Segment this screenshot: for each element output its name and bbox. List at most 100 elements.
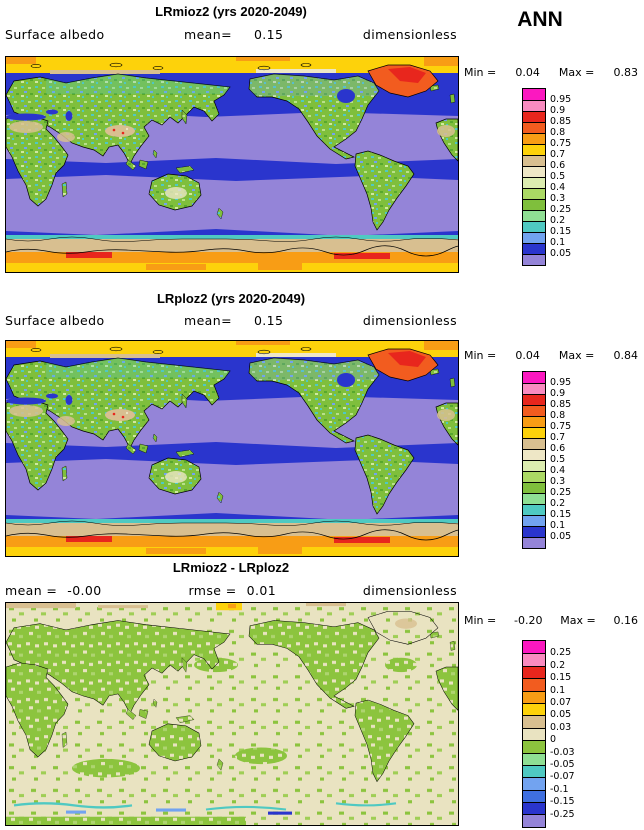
colorbar-tick-label: 0.15 <box>550 226 572 237</box>
panel3-map-canvas <box>6 603 458 825</box>
colorbar-tick-label: 0.1 <box>550 520 566 531</box>
panel1-min-label: Min = <box>464 66 497 79</box>
panel1-max-label: Max = <box>558 66 595 79</box>
colorbar-tick-label: 0.85 <box>550 116 572 127</box>
colorbar-cell <box>523 122 545 133</box>
panel3-colorbar: 0.25 0.2 0.15 0.1 0.07 0.05 0.03 0 -0.03 -0.05 -0.… <box>522 640 575 828</box>
colorbar-tick-label: 0.2 <box>550 659 566 671</box>
panel1-title: LRmioz2 (yrs 2020-2049) <box>155 4 307 19</box>
colorbar-tick-label: 0.95 <box>550 377 572 388</box>
colorbar-cell <box>523 394 545 405</box>
panel1-mean-label: mean= <box>184 27 232 42</box>
colorbar-cell <box>523 449 545 460</box>
colorbar-cell <box>523 526 545 537</box>
colorbar-cell <box>523 383 545 394</box>
panel3-max-value: 0.16 <box>613 614 638 627</box>
colorbar-tick-label: 0.3 <box>550 193 566 204</box>
colorbar-cell <box>523 678 545 691</box>
colorbar-tick-label: -0.15 <box>550 796 575 808</box>
colorbar-cell <box>523 210 545 221</box>
panel2-minmax: Min = 0.04 Max = 0.84 <box>464 349 638 362</box>
panel3-rmse-stat: rmse = 0.01 <box>188 583 276 598</box>
colorbar-cell <box>523 177 545 188</box>
colorbar-cell <box>523 111 545 122</box>
panel1-min-value: 0.04 <box>515 66 540 79</box>
colorbar-cell <box>523 802 545 815</box>
colorbar-tick-label: -0.07 <box>550 771 575 783</box>
season-label: ANN <box>517 8 563 31</box>
colorbar-tick-label: 0.1 <box>550 237 566 248</box>
panel2-mean-stat: mean= 0.15 <box>184 313 283 328</box>
colorbar-cell <box>523 471 545 482</box>
colorbar-cell <box>523 752 545 765</box>
colorbar-tick-label: 0.9 <box>550 105 566 116</box>
colorbar-cell <box>523 482 545 493</box>
panel2-colorbar: 0.95 0.9 0.85 0.8 0.75 0.7 0.6 0.5 0.4 0.3 0.25 0.2… <box>522 371 571 549</box>
colorbar-tick-label: 0.6 <box>550 443 566 454</box>
colorbar-cell <box>523 740 545 753</box>
colorbar-tick-label: 0.8 <box>550 410 566 421</box>
panel2-min-label: Min = <box>464 349 497 362</box>
panel1-mean-value: 0.15 <box>253 27 284 42</box>
colorbar-cell <box>523 715 545 728</box>
panel2-map <box>5 340 459 557</box>
colorbar-cell <box>523 460 545 471</box>
colorbar-tick-label: 0.05 <box>550 248 572 259</box>
colorbar-tick-label: 0.05 <box>550 531 572 542</box>
colorbar-tick-label: 0.7 <box>550 432 566 443</box>
colorbar-cell <box>523 764 545 778</box>
panel3-subtitle-row: mean = -0.00 rmse = 0.01 dimensionless <box>5 583 457 598</box>
panel2-variable-label: Surface albedo <box>5 313 105 328</box>
panel1-map-canvas <box>6 57 458 272</box>
colorbar-cell <box>523 438 545 449</box>
colorbar-tick-label: 0.9 <box>550 388 566 399</box>
colorbar-cell <box>523 100 545 111</box>
colorbar-tick-label: 0.03 <box>550 721 572 733</box>
colorbar-cell <box>523 493 545 504</box>
colorbar-tick-label: 0.1 <box>550 684 566 696</box>
colorbar-tick-label: 0.5 <box>550 171 566 182</box>
colorbar-cell <box>523 504 545 515</box>
colorbar-tick-label: 0.85 <box>550 399 572 410</box>
colorbar-tick-label: 0.25 <box>550 647 572 659</box>
colorbar-tick-label: 0.6 <box>550 160 566 171</box>
panel1-variable-label: Surface albedo <box>5 27 105 42</box>
panel3-title: LRmioz2 - LRploz2 <box>172 560 290 575</box>
panel3-mean-stat: mean = -0.00 <box>5 583 102 598</box>
colorbar-tick-label: -0.03 <box>550 746 575 758</box>
colorbar-tick-label: 0.75 <box>550 138 572 149</box>
colorbar-cell <box>523 537 545 548</box>
colorbar-tick-label: -0.25 <box>550 808 575 820</box>
panel2-mean-label: mean= <box>184 313 232 328</box>
colorbar-tick-label: 0.95 <box>550 94 572 105</box>
colorbar-tick-label: 0.4 <box>550 465 566 476</box>
panel1-map <box>5 56 459 273</box>
colorbar-cell <box>523 653 545 666</box>
colorbar-tick-label: 0.7 <box>550 149 566 160</box>
colorbar-tick-label: 0.75 <box>550 421 572 432</box>
panel1-subtitle-row: Surface albedo mean= 0.15 dimensionless <box>5 27 457 42</box>
colorbar-tick-label: 0.07 <box>550 697 572 708</box>
colorbar-tick-label: 0.8 <box>550 127 566 138</box>
colorbar-tick-label: 0.3 <box>550 476 566 487</box>
panel2-units-label: dimensionless <box>362 313 457 328</box>
colorbar-cell <box>523 254 545 265</box>
colorbar-cell <box>523 144 545 155</box>
panel3-units-label: dimensionless <box>362 583 457 598</box>
panel2-map-canvas <box>6 341 458 556</box>
colorbar-cell <box>523 814 545 827</box>
colorbar-cell <box>523 427 545 438</box>
colorbar-cell <box>523 777 545 790</box>
colorbar-tick-label: 0.4 <box>550 182 566 193</box>
panel1-max-value: 0.83 <box>613 66 638 79</box>
colorbar-cell <box>523 155 545 166</box>
colorbar-cell <box>523 515 545 526</box>
panel2-min-value: 0.04 <box>515 349 540 362</box>
colorbar-cell <box>523 665 545 679</box>
colorbar-cell <box>523 221 545 232</box>
panel1-colorbar: 0.95 0.9 0.85 0.8 0.75 0.7 0.6 0.5 0.4 0.3 0.25 0.2… <box>522 88 571 266</box>
colorbar-tick-label: 0.25 <box>550 487 572 498</box>
colorbar-tick-label: 0.25 <box>550 204 572 215</box>
panel2-max-label: Max = <box>558 349 595 362</box>
